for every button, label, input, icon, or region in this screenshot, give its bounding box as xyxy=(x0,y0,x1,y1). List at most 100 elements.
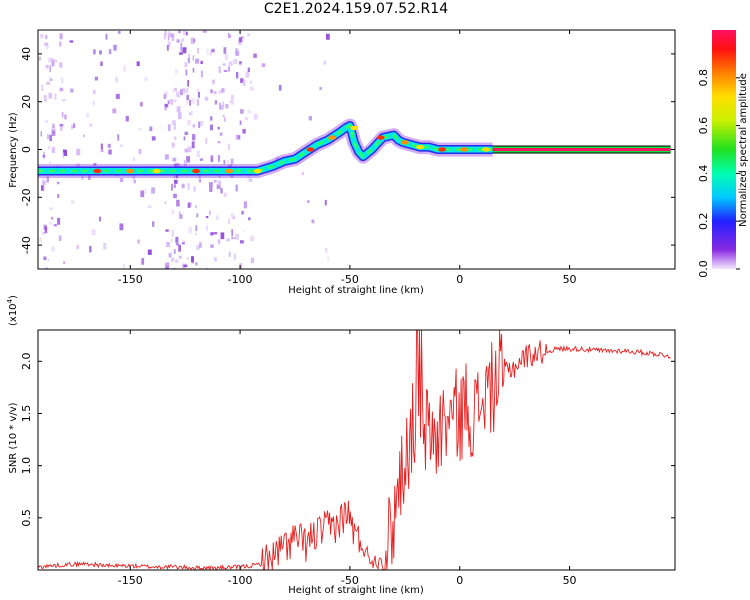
spectrogram-noise-speckle xyxy=(46,176,49,183)
spectrogram-noise-speckle xyxy=(192,261,194,264)
spectrogram-noise-speckle xyxy=(218,173,221,179)
spectrogram-noise-speckle xyxy=(219,132,223,136)
spectrogram-noise-speckle xyxy=(228,66,230,72)
spectrogram-noise-speckle xyxy=(239,263,243,269)
spectrogram-noise-speckle xyxy=(99,50,102,55)
spectrogram-x-tick-label: -100 xyxy=(228,273,253,286)
spectrogram-noise-speckle xyxy=(44,226,48,234)
spectrogram-noise-speckle xyxy=(92,89,96,94)
spectrogram-noise-speckle xyxy=(223,69,228,73)
spectrogram-noise-speckle xyxy=(231,229,234,236)
spectrogram-noise-speckle xyxy=(182,47,187,54)
spectrogram-noise-speckle xyxy=(52,59,56,66)
spectrogram-ridge-hotspot xyxy=(438,147,447,152)
spectrogram-noise-speckle xyxy=(245,117,248,121)
spectrogram-noise-speckle xyxy=(76,148,81,156)
spectrogram-noise-speckle xyxy=(184,62,188,68)
spectrogram-noise-speckle xyxy=(198,121,201,128)
spectrogram-noise-speckle xyxy=(61,111,64,118)
spectrogram-noise-speckle xyxy=(223,159,226,165)
spectrogram-noise-speckle xyxy=(248,178,253,182)
spectrogram-noise-speckle xyxy=(49,135,53,142)
spectrogram-noise-speckle xyxy=(195,225,198,232)
spectrogram-noise-speckle xyxy=(230,158,234,165)
spectrogram-noise-speckle xyxy=(40,33,44,39)
spectrogram-noise-speckle xyxy=(217,180,221,187)
spectrogram-noise-speckle xyxy=(45,64,49,69)
colorbar-tick-label: 0.0 xyxy=(697,260,710,278)
spectrogram-noise-speckle xyxy=(54,93,57,100)
spectrogram-noise-speckle xyxy=(53,224,57,227)
spectrogram-noise-speckle xyxy=(59,123,64,127)
spectrogram-noise-speckle xyxy=(213,91,217,95)
spectrogram-noise-speckle xyxy=(210,155,214,163)
spectrogram-noise-speckle xyxy=(93,163,97,166)
spectrogram-noise-speckle xyxy=(235,233,239,240)
spectrogram-noise-speckle xyxy=(247,33,251,37)
spectrogram-noise-speckle xyxy=(174,179,178,184)
spectrogram-noise-speckle xyxy=(93,49,96,55)
spectrogram-noise-speckle xyxy=(48,92,52,99)
spectrogram-noise-speckle xyxy=(222,101,225,109)
spectrogram-noise-speckle xyxy=(70,88,74,93)
spectrogram-noise-speckle xyxy=(147,249,152,255)
spectrogram-noise-speckle xyxy=(215,215,219,221)
spectrogram-noise-speckle xyxy=(186,257,189,260)
spectrogram-noise-speckle xyxy=(149,126,153,132)
spectrogram-noise-speckle xyxy=(46,81,50,85)
spectrogram-noise-speckle xyxy=(183,159,187,167)
colorbar-ticks: 0.0 0.2 0.4 0.6 0.8 xyxy=(697,69,740,278)
spectrogram-noise-speckle xyxy=(190,110,194,115)
spectrogram-noise-speckle xyxy=(327,256,329,262)
spectrogram-noise-speckle xyxy=(196,150,200,158)
spectrogram-noise-speckle xyxy=(223,192,227,197)
spectrogram-noise-speckle xyxy=(275,156,280,161)
colorbar-tick-label: 0.4 xyxy=(697,165,710,183)
spectrogram-noise-speckle xyxy=(176,40,181,44)
spectrogram-ridge-hotspot xyxy=(152,168,161,174)
spectrogram-noise-speckle xyxy=(249,80,252,85)
spectrogram-noise-speckle xyxy=(174,163,177,168)
spectrogram-noise-speckle xyxy=(248,217,251,221)
spectrogram-noise-speckle xyxy=(165,262,170,268)
snr-x-axis: -150 -100 -50 0 50 xyxy=(118,330,577,587)
spectrogram-noise-speckle xyxy=(88,123,93,127)
spectrogram-noise-speckle xyxy=(152,221,155,227)
spectrogram-y-tick-label: 40 xyxy=(20,47,33,61)
spectrogram-noise-speckle xyxy=(117,134,120,141)
spectrogram-noise-speckle xyxy=(173,175,176,179)
spectrogram-noise-speckle xyxy=(113,44,117,51)
spectrogram-noise-speckle xyxy=(206,48,209,56)
spectrogram-y-axis-label: Frequency (Hz) xyxy=(8,112,19,188)
colorbar-tick-label: 0.8 xyxy=(697,69,710,87)
spectrogram-noise-speckle xyxy=(168,30,170,35)
constant-line-core xyxy=(492,148,671,151)
spectrogram-ridge-hotspot xyxy=(225,168,234,174)
spectrogram-noise-speckle xyxy=(228,251,231,257)
spectrogram-noise-speckle xyxy=(242,80,246,86)
spectrogram-noise-speckle xyxy=(210,232,214,236)
spectrogram-noise-speckle xyxy=(180,43,183,47)
spectrogram-noise-speckle xyxy=(169,33,174,38)
spectrogram-noise-speckle xyxy=(250,235,255,242)
spectrogram-noise-speckle xyxy=(194,232,197,235)
spectrogram-noise-speckle xyxy=(50,78,53,82)
spectrogram-noise-speckle xyxy=(105,33,108,40)
spectrogram-noise-speckle xyxy=(192,55,195,61)
spectrogram-noise-speckle xyxy=(132,175,136,180)
spectrogram-noise-speckle xyxy=(42,232,46,235)
snr-y-tick-label: 1.0 xyxy=(20,457,33,475)
spectrogram-noise-speckle xyxy=(140,190,145,198)
spectrogram-noise-speckle xyxy=(247,67,250,73)
spectrogram-noise-speckle xyxy=(217,126,220,130)
spectrogram-noise-speckle xyxy=(224,53,229,61)
spectrogram-noise-speckle xyxy=(239,240,244,244)
spectrogram-noise-speckle xyxy=(181,88,186,93)
spectrogram-noise-speckle xyxy=(214,257,217,262)
spectrogram-noise-speckle xyxy=(200,70,204,78)
spectrogram-noise-speckle xyxy=(178,112,182,120)
spectrogram-noise-speckle xyxy=(171,230,175,237)
spectrogram-noise-speckle xyxy=(107,143,111,148)
spectrogram-noise-speckle xyxy=(213,180,217,183)
spectrogram-noise-speckle xyxy=(228,218,230,225)
